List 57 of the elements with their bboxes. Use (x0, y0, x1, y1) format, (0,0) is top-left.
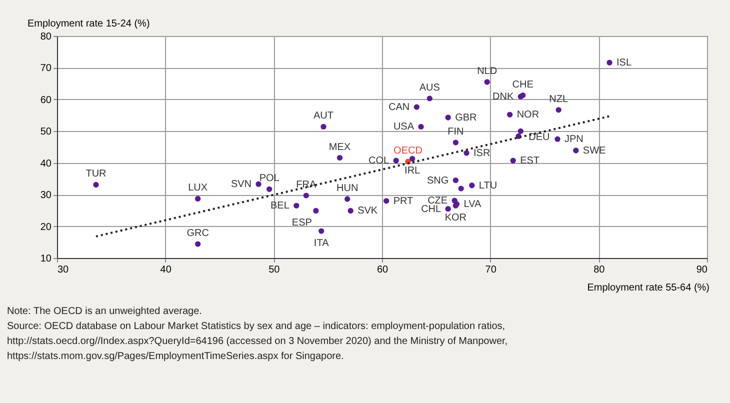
data-label: DEU (528, 132, 550, 144)
data-label: CHE (512, 79, 534, 90)
data-label: NLD (477, 66, 498, 77)
data-label: FRA (296, 180, 316, 191)
x-tick-label: 60 (376, 264, 388, 276)
data-label: NOR (516, 110, 540, 121)
data-label: DNK (492, 92, 514, 103)
data-label: AUS (419, 82, 440, 94)
data-label: SNG (426, 175, 449, 186)
data-label: SVN (230, 179, 252, 190)
x-tick-label: 80 (594, 264, 606, 276)
x-tick-label: 90 (696, 264, 708, 276)
data-label: CAN (388, 102, 410, 114)
x-tick-label: 50 (268, 264, 280, 276)
y-tick-label: 80 (40, 32, 52, 42)
data-label: LUX (188, 182, 208, 194)
data-label: USA (393, 122, 414, 133)
y-tick-label: 70 (40, 63, 52, 74)
y-tick-label: 60 (40, 94, 52, 106)
data-label: ITA (314, 238, 330, 250)
y-tick-label: 30 (40, 190, 52, 202)
data-label: SWE (582, 145, 606, 156)
data-label: LVA (464, 199, 482, 210)
data-label: COL (368, 156, 390, 167)
data-label: FIN (448, 126, 464, 138)
x-tick-label: 70 (485, 264, 497, 276)
data-label: BEL (270, 200, 290, 212)
data-label: OECD (394, 146, 422, 157)
data-label: SVK (358, 206, 378, 217)
y-tick-label: 40 (40, 158, 52, 170)
data-label: NZL (549, 94, 568, 105)
data-label: HUN (336, 183, 358, 194)
source-note: Source: OECD database on Labour Market Statistics by sex and age – indicators: employment-population ratios, http://stats.oecd.org//Index.aspx?QueryId=64196 (accessed on 3 November 2020) and the Ministry of Manpower, https://stats.mom.gov.sg/Pages/EmploymentTimeSeries.aspx for Singapore. (7, 321, 508, 362)
data-label: EST (520, 156, 540, 167)
y-tick-label: 20 (40, 222, 52, 233)
x-axis-title: Employment rate 55-64 (%) (587, 282, 710, 294)
data-label: ISR (474, 148, 490, 160)
data-label: JPN (564, 134, 584, 146)
y-axis-title: Employment rate 15-24 (%) (28, 18, 150, 30)
data-label: AUT (314, 110, 334, 122)
data-label: CHL (421, 204, 442, 215)
data-label: POL (259, 173, 280, 184)
y-tick-label: 50 (40, 126, 52, 138)
data-label: GRC (186, 228, 209, 240)
text: Note: The OECD is an unweighted average. (7, 306, 202, 317)
x-tick-label: 30 (58, 264, 70, 276)
data-label: KOR (444, 212, 467, 224)
data-label: ISL (616, 58, 632, 69)
data-label: GBR (455, 112, 477, 124)
data-label: PRT (393, 196, 414, 207)
data-label: MEX (328, 142, 351, 153)
data-label: ESP (292, 218, 312, 229)
x-tick-label: 40 (160, 264, 172, 276)
data-label: TUR (86, 168, 106, 180)
data-label: IRL (404, 166, 421, 177)
y-tick-label: 10 (40, 254, 52, 264)
data-label: LTU (478, 180, 498, 192)
